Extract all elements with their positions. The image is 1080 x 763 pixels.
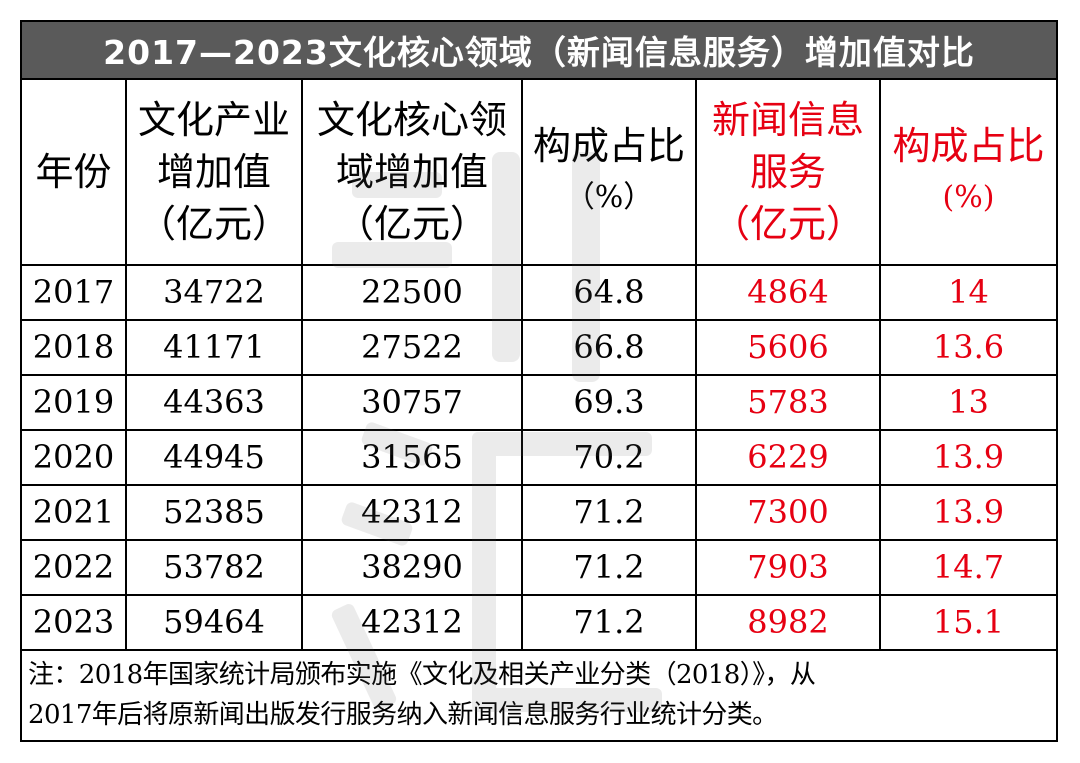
header-news-info-service: 新闻信息 服务 （亿元）: [695, 80, 881, 266]
cell-core-domain-value: 38290: [301, 539, 523, 596]
table-row: 2021 52385 42312 71.2 7300 13.9: [22, 484, 1056, 541]
header-news-share: 构成占比 (%): [879, 80, 1056, 266]
cell-culture-industry-value: 52385: [125, 484, 303, 541]
cell-core-share: 71.2: [521, 594, 697, 651]
cell-news-info-service: 7300: [695, 484, 881, 541]
cell-core-domain-value: 42312: [301, 484, 523, 541]
table-row: 2017 34722 22500 64.8 4864 14: [22, 264, 1056, 321]
cell-news-share: 13.9: [879, 484, 1056, 541]
cell-news-info-service: 5606: [695, 319, 881, 376]
cell-core-domain-value: 27522: [301, 319, 523, 376]
cell-news-info-service: 8982: [695, 594, 881, 651]
cell-core-domain-value: 22500: [301, 264, 523, 321]
comparison-table-frame: 2017—2023文化核心领域（新闻信息服务）增加值对比 年份 文化产业 增加值…: [20, 20, 1058, 742]
cell-core-domain-value: 30757: [301, 374, 523, 431]
cell-culture-industry-value: 44945: [125, 429, 303, 486]
cell-news-share: 13: [879, 374, 1056, 431]
cell-year: 2018: [22, 319, 127, 376]
cell-core-domain-value: 31565: [301, 429, 523, 486]
cell-year: 2019: [22, 374, 127, 431]
footnote: 注：2018年国家统计局颁布实施《文化及相关产业分类（2018）》，从 2017…: [22, 651, 1056, 735]
footnote-line-2: 2017年后将原新闻出版发行服务纳入新闻信息服务行业统计分类。: [28, 700, 778, 730]
cell-year: 2021: [22, 484, 127, 541]
cell-core-share: 64.8: [521, 264, 697, 321]
data-table: 年份 文化产业 增加值 （亿元） 文化核心领 域增加值 （亿元） 构成占比 （%…: [22, 80, 1056, 651]
header-year: 年份: [22, 80, 127, 266]
cell-core-share: 69.3: [521, 374, 697, 431]
cell-news-info-service: 4864: [695, 264, 881, 321]
cell-news-info-service: 6229: [695, 429, 881, 486]
cell-core-share: 71.2: [521, 484, 697, 541]
cell-news-share: 13.6: [879, 319, 1056, 376]
cell-news-share: 14.7: [879, 539, 1056, 596]
cell-culture-industry-value: 44363: [125, 374, 303, 431]
header-culture-industry-value: 文化产业 增加值 （亿元）: [125, 80, 303, 266]
cell-culture-industry-value: 34722: [125, 264, 303, 321]
cell-culture-industry-value: 59464: [125, 594, 303, 651]
cell-core-share: 71.2: [521, 539, 697, 596]
footnote-line-1: 注：2018年国家统计局颁布实施《文化及相关产业分类（2018）》，从: [28, 660, 816, 690]
table-row: 2018 41171 27522 66.8 5606 13.6: [22, 319, 1056, 376]
cell-culture-industry-value: 41171: [125, 319, 303, 376]
cell-news-share: 13.9: [879, 429, 1056, 486]
cell-year: 2017: [22, 264, 127, 321]
cell-core-share: 70.2: [521, 429, 697, 486]
cell-news-info-service: 5783: [695, 374, 881, 431]
header-row: 年份 文化产业 增加值 （亿元） 文化核心领 域增加值 （亿元） 构成占比 （%…: [22, 80, 1056, 266]
cell-core-domain-value: 42312: [301, 594, 523, 651]
cell-core-share: 66.8: [521, 319, 697, 376]
cell-culture-industry-value: 53782: [125, 539, 303, 596]
header-core-domain-value: 文化核心领 域增加值 （亿元）: [301, 80, 523, 266]
cell-news-share: 14: [879, 264, 1056, 321]
cell-year: 2020: [22, 429, 127, 486]
cell-year: 2023: [22, 594, 127, 651]
cell-news-share: 15.1: [879, 594, 1056, 651]
cell-year: 2022: [22, 539, 127, 596]
table-row: 2022 53782 38290 71.2 7903 14.7: [22, 539, 1056, 596]
table-row: 2019 44363 30757 69.3 5783 13: [22, 374, 1056, 431]
table-row: 2020 44945 31565 70.2 6229 13.9: [22, 429, 1056, 486]
table-row: 2023 59464 42312 71.2 8982 15.1: [22, 594, 1056, 651]
table-title: 2017—2023文化核心领域（新闻信息服务）增加值对比: [22, 22, 1056, 80]
cell-news-info-service: 7903: [695, 539, 881, 596]
header-core-share: 构成占比 （%）: [521, 80, 697, 266]
